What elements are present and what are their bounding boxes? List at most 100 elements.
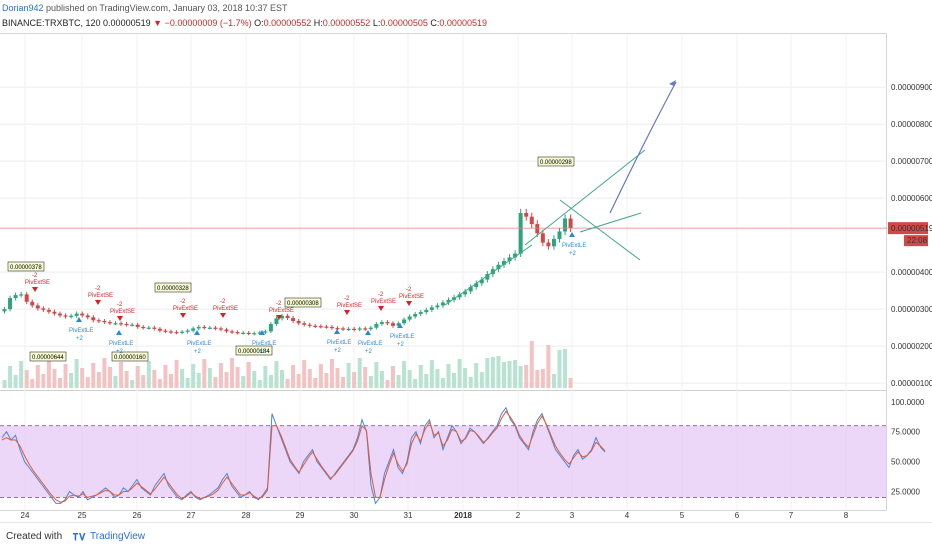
volume-bar	[341, 377, 346, 388]
volume-bar	[485, 358, 490, 388]
volume-bar	[230, 358, 235, 388]
time-axis-label: 3	[570, 511, 575, 520]
time-axis-label: 7	[789, 511, 794, 520]
candle-body	[102, 321, 107, 323]
time-axis-label: 8	[844, 511, 849, 520]
publication-line: Dorian942 published on TradingView.com, …	[2, 3, 288, 14]
candle-body	[540, 233, 545, 243]
volume-bar	[246, 362, 251, 388]
candle-body	[396, 323, 401, 326]
candle-body	[352, 328, 357, 330]
volume-bar	[540, 369, 545, 388]
volume-bar	[568, 378, 573, 388]
candle-body	[496, 264, 501, 270]
high-label: H:	[313, 18, 323, 28]
price-axis-label: 0.00000800	[891, 120, 932, 129]
rsi-axis-label: 100.0000	[891, 398, 925, 407]
candle-body	[379, 322, 384, 324]
price-note-box	[284, 297, 322, 308]
candle-body	[291, 318, 296, 321]
candle-body	[191, 328, 196, 331]
candle-body	[113, 323, 118, 325]
volume-bar	[8, 366, 13, 388]
chart-canvas[interactable]: 0.00000900 0.00000800 0.00000700 0.00000600…	[0, 0, 932, 522]
volume-bar	[102, 358, 107, 388]
volume-bar	[296, 374, 301, 388]
price-note-text: 0.00000328	[157, 286, 189, 292]
sell-signal-label: PivExtSE	[110, 309, 135, 315]
candle-body	[318, 326, 323, 328]
tradingview-brand[interactable]: TradingView	[90, 531, 146, 542]
pane-divider[interactable]	[0, 390, 887, 391]
buy-qty-label: +2	[116, 349, 124, 355]
volume-bar	[191, 364, 196, 388]
candle-body	[80, 313, 85, 316]
candle-body	[474, 283, 479, 287]
last-price: 0.00000519	[103, 18, 151, 28]
time-axis-label: 26	[133, 511, 142, 520]
volume-bar	[152, 370, 157, 388]
volume-bar	[96, 372, 101, 388]
candle-body	[163, 330, 168, 332]
volume-bar	[452, 373, 457, 388]
volume-bar	[169, 374, 173, 388]
volume-bar	[463, 368, 468, 388]
volume-bar	[224, 372, 229, 388]
candle-body	[24, 294, 29, 302]
candle-body	[463, 291, 468, 295]
volume-bar	[474, 363, 479, 388]
candle-body	[174, 332, 179, 334]
volume-bar	[518, 366, 523, 388]
candle-body	[296, 321, 301, 324]
sell-arrow-icon	[95, 300, 101, 305]
candle-body	[285, 315, 290, 319]
volume-bar	[263, 366, 268, 388]
candle-body	[58, 313, 62, 316]
trend-line	[524, 149, 646, 246]
volume-bar	[563, 349, 568, 388]
last-price-badge	[888, 222, 928, 235]
price-note-box	[154, 282, 192, 293]
candle-body	[513, 253, 518, 258]
buy-arrow-icon	[76, 317, 82, 322]
volume-bar	[468, 377, 473, 388]
volume-bar	[174, 360, 179, 388]
sell-arrow-icon	[117, 316, 123, 321]
candle-body	[274, 318, 279, 324]
volume-bar	[163, 365, 168, 388]
volume-bar	[268, 375, 273, 388]
candle-body	[324, 326, 329, 328]
rsi-signal-line	[1, 410, 606, 503]
candle-body	[119, 323, 124, 325]
countdown-text: 22:08	[907, 236, 928, 245]
volume-bar	[457, 359, 462, 388]
candle-body	[35, 305, 40, 309]
created-with-text: Created with	[6, 531, 63, 542]
volume-bar	[24, 370, 29, 388]
sell-qty-label: -2	[378, 292, 384, 298]
candle-body	[440, 302, 445, 306]
candle-body	[146, 327, 151, 329]
volume-bar	[30, 379, 35, 388]
open-value: 0.00000552	[263, 18, 312, 28]
buy-arrow-icon	[116, 330, 122, 335]
trend-line	[444, 244, 533, 306]
volume-bar	[196, 373, 201, 388]
time-axis-label: 25	[78, 511, 87, 520]
price-note-box	[7, 261, 45, 272]
time-axis-label: 28	[242, 511, 251, 520]
low-label: L:	[372, 18, 381, 28]
volume-bar	[141, 375, 146, 388]
candle-body	[557, 231, 562, 239]
time-axis-label: 2	[516, 511, 521, 520]
published-text: published on TradingView.com, January 03…	[43, 3, 288, 13]
volume-bar	[207, 368, 212, 388]
price-note-text: 0.00000644	[32, 355, 64, 361]
rsi-axis-label: 25.0000	[891, 487, 920, 496]
close-value: 0.00000519	[439, 18, 487, 28]
price-axis-label: 0.00000400	[891, 268, 932, 277]
author-link[interactable]: Dorian942	[2, 3, 44, 13]
candle-body	[302, 323, 307, 325]
candle-body	[368, 327, 373, 330]
candle-body	[85, 315, 90, 318]
